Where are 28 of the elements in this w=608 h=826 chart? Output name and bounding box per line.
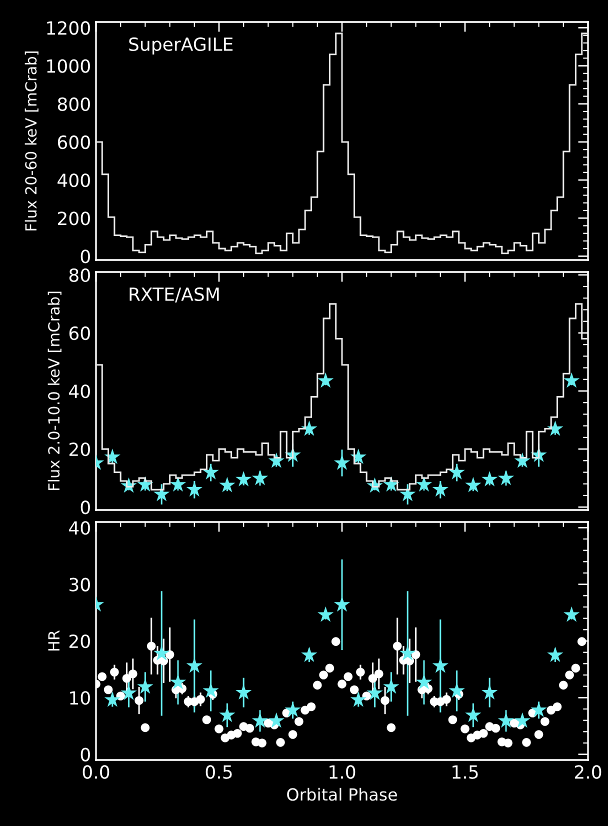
y-tick-label: 0 [80,500,90,514]
y-tick-label: 10 [70,691,90,705]
y-tick-label: 20 [69,634,90,648]
y-tick-label: 800 [58,97,90,111]
y-tick-label: 80 [69,268,90,282]
y-tick-label: 0 [80,748,90,762]
y-axis-title: Flux 20-60 keV [mCrab] [24,51,38,230]
y-tick-label: 40 [69,521,90,535]
y-tick-label: 30 [70,578,90,592]
x-axis-title: Orbital Phase [287,788,397,801]
y-tick-label: 40 [69,384,90,398]
y-tick-label: 20 [69,442,90,456]
x-tick-label: 0.5 [206,765,232,779]
annotation: SuperAGILE [129,37,233,55]
y-tick-label: 60 [69,326,90,340]
x-tick-label: 0.0 [82,765,110,779]
y-tick-label: 1000 [47,59,90,73]
y-tick-label: 1200 [47,21,90,35]
y-tick-label: 400 [58,173,90,188]
x-tick-label: 2.0 [574,765,602,779]
annotation: RXTE/ASM [130,287,219,302]
y-axis-title: Flux 2.0-10.0 keV [mCrab] [48,292,62,490]
y-axis-title: HR [48,630,60,651]
y-tick-label: 0 [80,250,90,264]
y-tick-label: 200 [58,212,90,226]
y-tick-label: 600 [58,135,90,150]
x-tick-label: 1.5 [452,765,478,779]
x-tick-label: 1.0 [330,765,356,779]
